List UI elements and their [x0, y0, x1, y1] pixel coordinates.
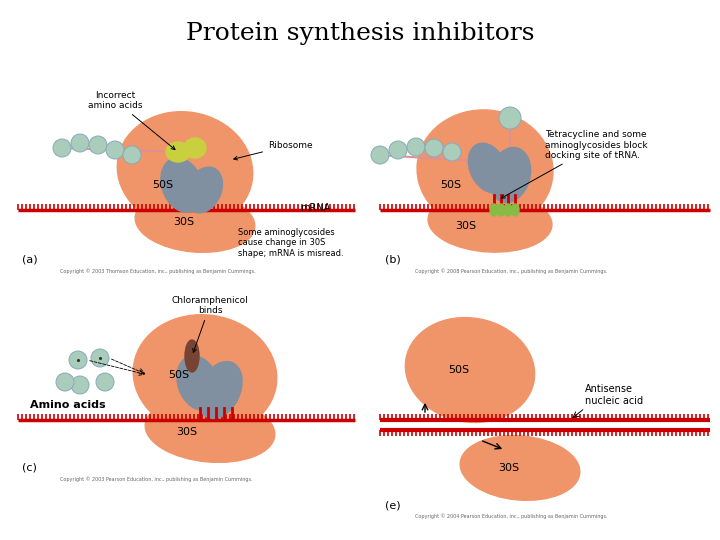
Text: 50S: 50S — [152, 180, 173, 190]
Text: 30S: 30S — [498, 463, 519, 473]
Text: Protein synthesis inhibitors: Protein synthesis inhibitors — [186, 22, 534, 45]
Text: (a): (a) — [22, 255, 37, 265]
Ellipse shape — [185, 340, 199, 372]
Ellipse shape — [490, 204, 498, 216]
Text: Ribosome: Ribosome — [234, 140, 312, 160]
Ellipse shape — [186, 167, 222, 213]
Text: Copyright © 2003 Thomson Education, inc., publishing as Benjamin Cummings.: Copyright © 2003 Thomson Education, inc.… — [60, 268, 256, 274]
Ellipse shape — [504, 204, 512, 216]
Text: Antisense
nucleic acid: Antisense nucleic acid — [585, 384, 643, 406]
Text: (c): (c) — [22, 462, 37, 472]
Ellipse shape — [497, 204, 505, 216]
Ellipse shape — [184, 138, 206, 158]
Ellipse shape — [166, 142, 190, 162]
Text: Incorrect
amino acids: Incorrect amino acids — [88, 91, 175, 150]
Circle shape — [96, 373, 114, 391]
Ellipse shape — [117, 112, 253, 228]
Ellipse shape — [428, 192, 552, 252]
Ellipse shape — [133, 315, 276, 435]
Ellipse shape — [198, 361, 242, 419]
Circle shape — [389, 141, 407, 159]
Text: (e): (e) — [385, 500, 400, 510]
Ellipse shape — [145, 397, 275, 462]
Circle shape — [123, 146, 141, 164]
Circle shape — [371, 146, 389, 164]
Circle shape — [91, 349, 109, 367]
Ellipse shape — [161, 158, 203, 212]
Circle shape — [407, 138, 425, 156]
Ellipse shape — [177, 356, 219, 410]
Text: Some aminoglycosides
cause change in 30S
shape; mRNA is misread.: Some aminoglycosides cause change in 30S… — [238, 228, 343, 258]
Ellipse shape — [490, 147, 531, 202]
Ellipse shape — [417, 110, 553, 230]
Text: mRNA: mRNA — [300, 203, 330, 213]
Circle shape — [443, 143, 461, 161]
Text: Copyright © 2003 Pearson Education, inc., publishing as Benjamin Cummings.: Copyright © 2003 Pearson Education, inc.… — [60, 476, 253, 482]
Circle shape — [425, 139, 443, 157]
Circle shape — [56, 373, 74, 391]
Text: (b): (b) — [385, 255, 401, 265]
Text: 30S: 30S — [176, 427, 197, 437]
Ellipse shape — [135, 192, 255, 252]
Text: 50S: 50S — [440, 180, 461, 190]
Text: 30S: 30S — [173, 217, 194, 227]
Ellipse shape — [468, 143, 508, 193]
Circle shape — [69, 351, 87, 369]
Text: Copyright © 2008 Pearson Education, inc., publishing as Benjamin Cummings.: Copyright © 2008 Pearson Education, inc.… — [415, 268, 608, 274]
Ellipse shape — [405, 318, 535, 422]
Circle shape — [106, 141, 124, 159]
Ellipse shape — [460, 436, 580, 500]
Text: Amino acids: Amino acids — [30, 400, 106, 410]
Text: 50S: 50S — [448, 365, 469, 375]
Text: Chloramphenicol
binds: Chloramphenicol binds — [171, 295, 248, 353]
Circle shape — [499, 107, 521, 129]
Text: 30S: 30S — [455, 221, 476, 231]
Circle shape — [71, 134, 89, 152]
Circle shape — [71, 376, 89, 394]
Circle shape — [89, 136, 107, 154]
Text: Tetracycline and some
aminoglycosides block
docking site of tRNA.: Tetracycline and some aminoglycosides bl… — [501, 130, 647, 198]
Ellipse shape — [511, 204, 519, 216]
Circle shape — [53, 139, 71, 157]
Text: Copyright © 2004 Pearson Education, inc., publishing as Benjamin Cummings.: Copyright © 2004 Pearson Education, inc.… — [415, 513, 608, 518]
Text: 50S: 50S — [168, 370, 189, 380]
